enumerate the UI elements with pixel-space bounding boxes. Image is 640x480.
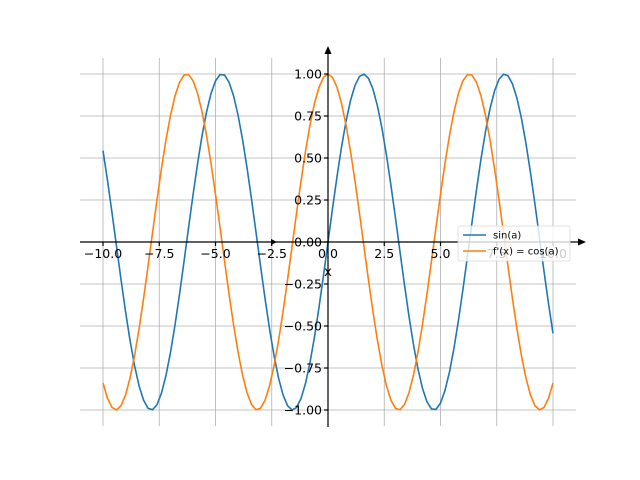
y-tick-label-7: 0.75	[294, 109, 322, 124]
x-tick-label-6: 5.0	[431, 246, 451, 261]
y-tick-label-3: −0.25	[284, 277, 322, 292]
y-tick-label-0: −1.00	[284, 403, 322, 418]
x-tick-label-4: 0.0	[318, 246, 338, 261]
y-tick-label-6: 0.50	[294, 151, 322, 166]
y-tick-label-8: 1.00	[294, 67, 322, 82]
x-axis-label: x	[324, 265, 332, 280]
y-tick-label-1: −0.75	[284, 361, 322, 376]
x-tick-label-0: −10.0	[84, 246, 122, 261]
y-tick-label-5: 0.25	[294, 193, 322, 208]
arrow-marker	[271, 239, 277, 245]
x-tick-label-5: 2.5	[374, 246, 394, 261]
x-tick-label-3: −2.5	[257, 246, 287, 261]
x-axis-arrow	[578, 238, 586, 246]
legend: sin(a) f'(x) = cos(a)	[457, 225, 571, 262]
y-axis-arrow	[324, 46, 332, 54]
y-tick-label-4: 0.00	[294, 235, 322, 250]
x-tick-label-2: −5.0	[200, 246, 230, 261]
legend-entry-cos: f'(x) = cos(a)	[493, 247, 559, 258]
x-tick-label-1: −7.5	[144, 246, 174, 261]
legend-entry-sin: sin(a)	[493, 231, 521, 242]
y-tick-label-2: −0.50	[284, 319, 322, 334]
